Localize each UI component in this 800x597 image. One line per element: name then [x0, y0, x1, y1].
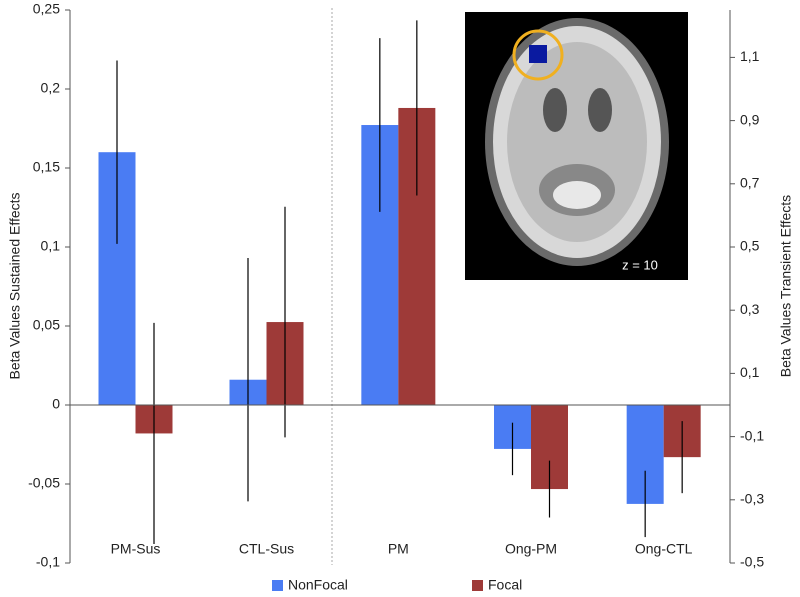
- x-tick-label: PM: [388, 541, 409, 557]
- y2-tick-label: 0,9: [740, 111, 760, 127]
- legend-swatch: [472, 580, 483, 591]
- y2-tick-label: 0,5: [740, 238, 760, 254]
- y-tick-label: -0,1: [36, 554, 60, 570]
- y-axis-title: Beta Values Sustained Effects: [7, 192, 23, 379]
- x-tick-label: PM-Sus: [111, 541, 161, 557]
- y-tick-label: 0,2: [41, 80, 61, 96]
- legend-label: Focal: [488, 577, 522, 593]
- x-tick-label: Ong-PM: [505, 541, 557, 557]
- y2-tick-label: -0,1: [740, 427, 764, 443]
- annotation: z = 10: [622, 257, 658, 272]
- x-tick-label: CTL-Sus: [239, 541, 294, 557]
- y2-tick-label: 0,7: [740, 175, 760, 191]
- y-tick-label: 0,05: [33, 317, 60, 333]
- legend-label: NonFocal: [288, 577, 348, 593]
- y-tick-label: 0,1: [41, 238, 61, 254]
- y2-tick-label: -0,3: [740, 491, 764, 507]
- y2-tick-label: 0,1: [740, 364, 760, 380]
- y-tick-label: -0,05: [28, 475, 60, 491]
- x-tick-label: Ong-CTL: [635, 541, 693, 557]
- brain-inset: z = 10: [465, 12, 688, 280]
- y2-axis-title: Beta Values Transient Effects: [778, 195, 794, 377]
- y-tick-label: 0,15: [33, 159, 60, 175]
- y-tick-label: 0,25: [33, 1, 60, 17]
- y2-tick-label: -0,5: [740, 554, 764, 570]
- y2-tick-label: 1,1: [740, 48, 760, 64]
- y-tick-label: 0: [52, 396, 60, 412]
- legend-swatch: [272, 580, 283, 591]
- y2-tick-label: 0,3: [740, 301, 760, 317]
